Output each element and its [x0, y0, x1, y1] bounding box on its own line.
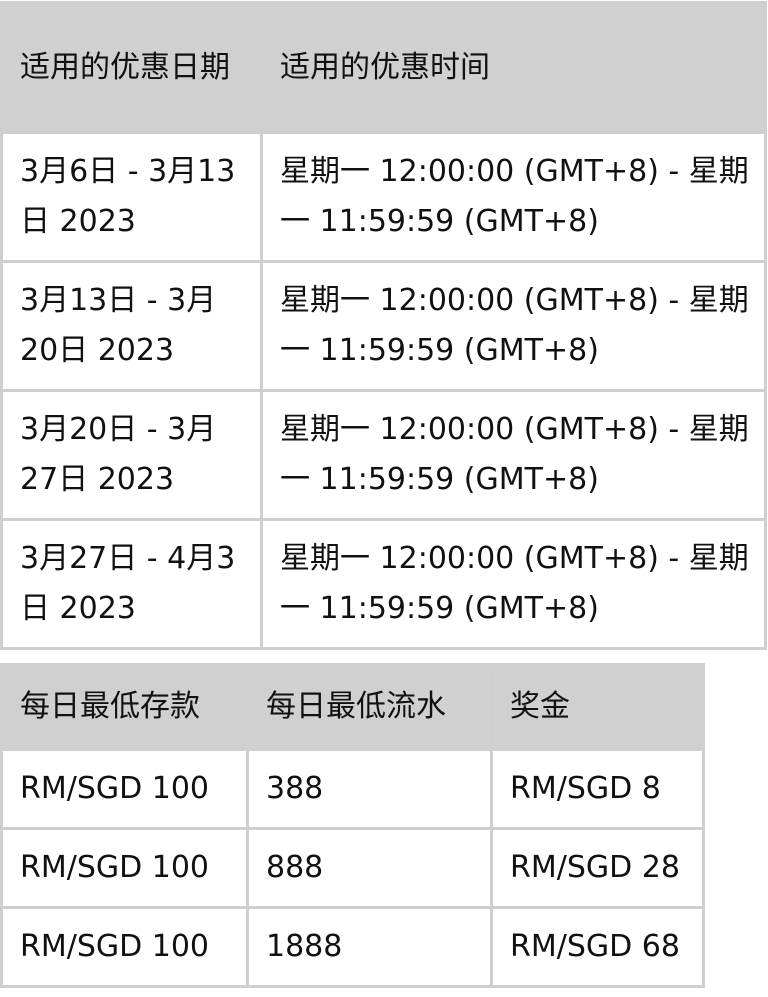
table-header-row: 每日最低存款 每日最低流水 奖金 [0, 663, 705, 751]
time-cell: 星期一 12:00:00 (GMT+8) - 星期一 11:59:59 (GMT… [260, 131, 767, 263]
table-row: 3月20日 - 3月27日 2023 星期一 12:00:00 (GMT+8) -… [0, 389, 767, 521]
header-time: 适用的优惠时间 [260, 1, 767, 134]
bonus-table: 每日最低存款 每日最低流水 奖金 RM/SGD 100 388 RM/SGD 8 R… [0, 663, 705, 988]
turnover-cell: 888 [246, 827, 493, 909]
bonus-cell: RM/SGD 8 [490, 748, 705, 830]
table-row: 3月6日 - 3月13日 2023 星期一 12:00:00 (GMT+8) - … [0, 131, 767, 263]
header-min-turnover: 每日最低流水 [246, 663, 493, 751]
bonus-cell: RM/SGD 68 [490, 906, 705, 988]
time-cell: 星期一 12:00:00 (GMT+8) - 星期一 11:59:59 (GMT… [260, 518, 767, 650]
turnover-cell: 1888 [246, 906, 493, 988]
bonus-cell: RM/SGD 28 [490, 827, 705, 909]
table-row: RM/SGD 100 1888 RM/SGD 68 [0, 906, 705, 988]
date-cell: 3月6日 - 3月13日 2023 [0, 131, 263, 263]
header-min-deposit: 每日最低存款 [0, 663, 249, 751]
header-date: 适用的优惠日期 [0, 1, 263, 134]
time-cell: 星期一 12:00:00 (GMT+8) - 星期一 11:59:59 (GMT… [260, 389, 767, 521]
table-header-row: 适用的优惠日期 适用的优惠时间 [0, 1, 767, 134]
table-row: RM/SGD 100 388 RM/SGD 8 [0, 748, 705, 830]
table-row: 3月27日 - 4月3日 2023 星期一 12:00:00 (GMT+8) - … [0, 518, 767, 650]
date-cell: 3月13日 - 3月20日 2023 [0, 260, 263, 392]
time-cell: 星期一 12:00:00 (GMT+8) - 星期一 11:59:59 (GMT… [260, 260, 767, 392]
table-row: 3月13日 - 3月20日 2023 星期一 12:00:00 (GMT+8) -… [0, 260, 767, 392]
deposit-cell: RM/SGD 100 [0, 906, 249, 988]
header-bonus: 奖金 [490, 663, 705, 751]
table-row: RM/SGD 100 888 RM/SGD 28 [0, 827, 705, 909]
deposit-cell: RM/SGD 100 [0, 827, 249, 909]
date-cell: 3月27日 - 4月3日 2023 [0, 518, 263, 650]
promo-periods-table: 适用的优惠日期 适用的优惠时间 3月6日 - 3月13日 2023 星期一 12:… [0, 1, 767, 650]
deposit-cell: RM/SGD 100 [0, 748, 249, 830]
turnover-cell: 388 [246, 748, 493, 830]
date-cell: 3月20日 - 3月27日 2023 [0, 389, 263, 521]
